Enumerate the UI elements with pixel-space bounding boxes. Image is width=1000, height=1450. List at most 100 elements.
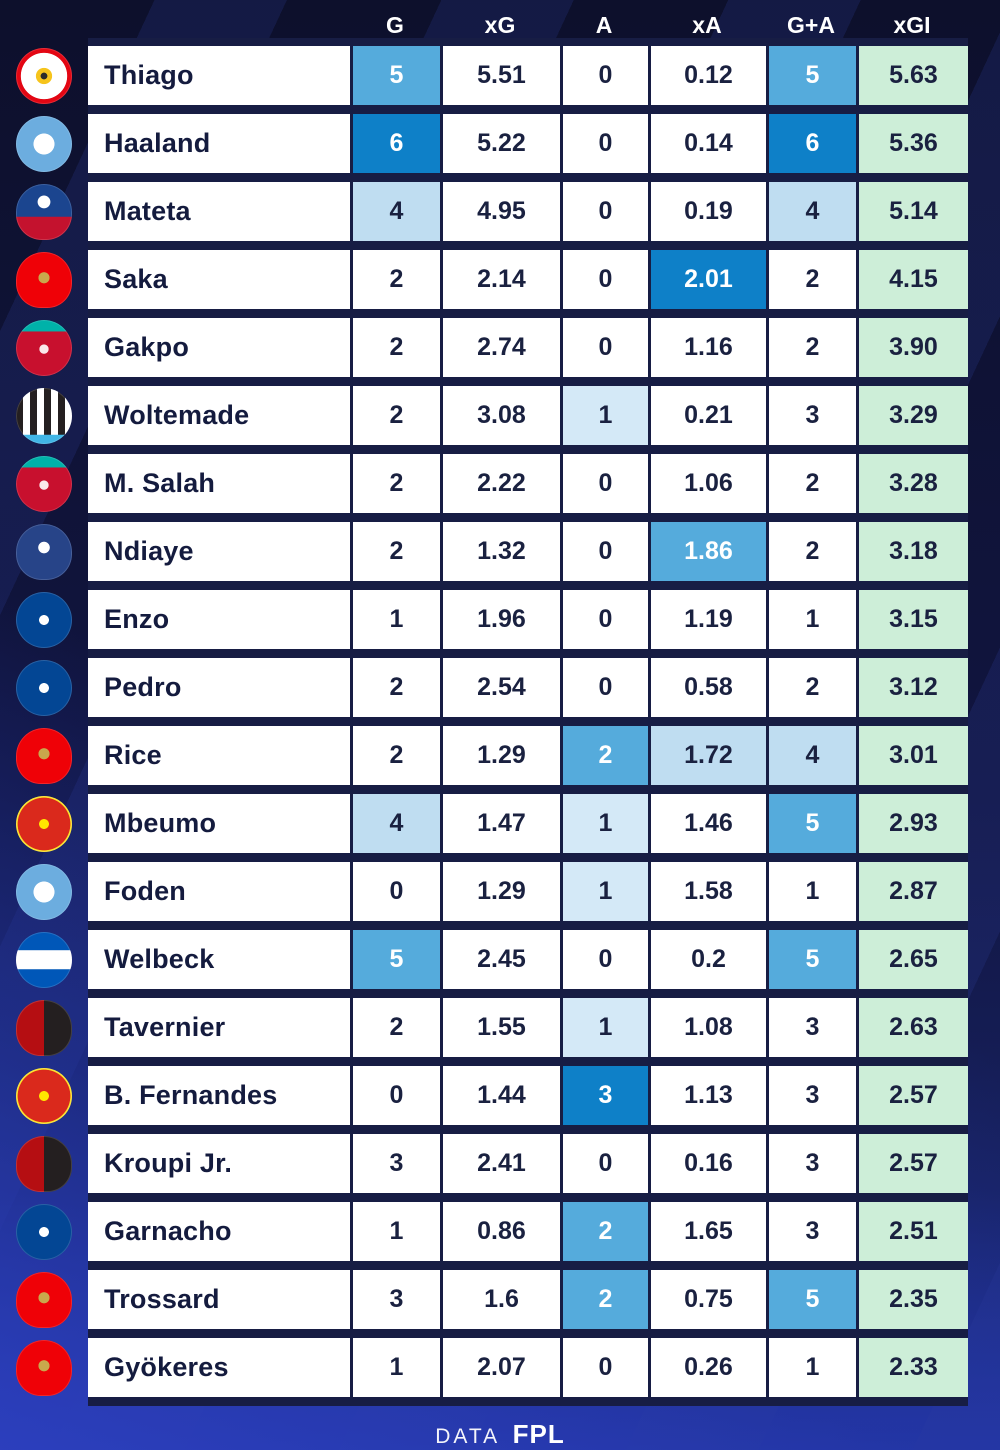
assists-value: 0	[560, 590, 648, 649]
header-xgi: xGI	[893, 12, 931, 38]
goals-plus-assists-value: 1	[766, 1338, 856, 1397]
goals-plus-assists-value: 3	[766, 386, 856, 445]
xg-value: 1.29	[440, 726, 560, 785]
player-name: Ndiaye	[104, 536, 194, 566]
xa-value: 0.12	[648, 46, 766, 105]
assists-value: 0	[560, 250, 648, 309]
goals-value: 0	[350, 862, 440, 921]
assists-value: 2	[560, 1270, 648, 1329]
badge-chelsea-icon	[16, 659, 72, 716]
table-row: Ndiaye 2 1.32 0 1.86 2 3.18	[0, 522, 1000, 581]
team-badge-cell	[0, 590, 88, 649]
goals-value: 4	[350, 794, 440, 853]
goals-plus-assists-value: 1	[766, 590, 856, 649]
assists-value: 0	[560, 658, 648, 717]
player-name: M. Salah	[104, 468, 216, 498]
table-row: Welbeck 5 2.45 0 0.2 5 2.65	[0, 930, 1000, 989]
header-xa: xA	[692, 12, 722, 38]
team-badge-cell	[0, 658, 88, 717]
goals-plus-assists-value: 5	[766, 794, 856, 853]
xgi-value: 2.93	[856, 794, 968, 853]
goals-value: 1	[350, 590, 440, 649]
player-stat-card: Woltemade 2 3.08 1 0.21 3 3.29	[88, 386, 968, 445]
player-stat-card: Ndiaye 2 1.32 0 1.86 2 3.18	[88, 522, 968, 581]
player-stat-card: Kroupi Jr. 3 2.41 0 0.16 3 2.57	[88, 1134, 968, 1193]
goals-value: 2	[350, 454, 440, 513]
xg-value: 2.54	[440, 658, 560, 717]
team-badge-cell	[0, 46, 88, 105]
xgi-value: 2.63	[856, 998, 968, 1057]
xa-value: 0.2	[648, 930, 766, 989]
player-name: Foden	[104, 876, 186, 906]
team-badge-cell	[0, 1338, 88, 1397]
goals-value: 2	[350, 386, 440, 445]
goals-plus-assists-value: 5	[766, 1270, 856, 1329]
xg-value: 2.07	[440, 1338, 560, 1397]
table-row: Thiago 5 5.51 0 0.12 5 5.63	[0, 46, 1000, 105]
team-badge-cell	[0, 454, 88, 513]
player-stat-card: Welbeck 5 2.45 0 0.2 5 2.65	[88, 930, 968, 989]
xa-value: 1.65	[648, 1202, 766, 1261]
assists-value: 0	[560, 182, 648, 241]
table-row: Kroupi Jr. 3 2.41 0 0.16 3 2.57	[0, 1134, 1000, 1193]
xg-value: 1.47	[440, 794, 560, 853]
goals-value: 4	[350, 182, 440, 241]
team-badge-cell	[0, 998, 88, 1057]
xa-value: 2.01	[648, 250, 766, 309]
team-badge-cell	[0, 862, 88, 921]
table-header-row: G xG A xA G+A xGI	[88, 0, 1000, 46]
badge-mancity-icon	[16, 115, 72, 172]
team-badge-cell	[0, 250, 88, 309]
assists-value: 0	[560, 1338, 648, 1397]
stats-table-body: Thiago 5 5.51 0 0.12 5 5.63 Haaland 6 5.…	[0, 46, 1000, 1397]
player-stat-card: M. Salah 2 2.22 0 1.06 2 3.28	[88, 454, 968, 513]
table-row: Gakpo 2 2.74 0 1.16 2 3.90	[0, 318, 1000, 377]
goals-plus-assists-value: 5	[766, 930, 856, 989]
xgi-value: 5.36	[856, 114, 968, 173]
assists-value: 0	[560, 522, 648, 581]
team-badge-cell	[0, 1134, 88, 1193]
header-goals-plus-assists: G+A	[787, 12, 835, 38]
table-row: M. Salah 2 2.22 0 1.06 2 3.28	[0, 454, 1000, 513]
xa-value: 0.14	[648, 114, 766, 173]
player-stat-card: Garnacho 1 0.86 2 1.65 3 2.51	[88, 1202, 968, 1261]
team-badge-cell	[0, 1066, 88, 1125]
badge-arsenal-icon	[16, 251, 72, 308]
player-stat-card: Haaland 6 5.22 0 0.14 6 5.36	[88, 114, 968, 173]
player-name: Haaland	[104, 128, 211, 158]
goals-value: 2	[350, 726, 440, 785]
xg-value: 1.6	[440, 1270, 560, 1329]
goals-value: 2	[350, 318, 440, 377]
badge-mancity-icon	[16, 863, 72, 920]
player-name: Gakpo	[104, 332, 190, 362]
goals-plus-assists-value: 4	[766, 182, 856, 241]
xgi-value: 2.65	[856, 930, 968, 989]
player-stat-card: Trossard 3 1.6 2 0.75 5 2.35	[88, 1270, 968, 1329]
player-stat-card: B. Fernandes 0 1.44 3 1.13 3 2.57	[88, 1066, 968, 1125]
table-row: Mateta 4 4.95 0 0.19 4 5.14	[0, 182, 1000, 241]
footer-fpl-brand: FPL	[512, 1419, 565, 1449]
table-row: B. Fernandes 0 1.44 3 1.13 3 2.57	[0, 1066, 1000, 1125]
xg-value: 0.86	[440, 1202, 560, 1261]
team-badge-cell	[0, 726, 88, 785]
table-row: Enzo 1 1.96 0 1.19 1 3.15	[0, 590, 1000, 649]
xgi-value: 5.63	[856, 46, 968, 105]
assists-value: 3	[560, 1066, 648, 1125]
xa-value: 1.16	[648, 318, 766, 377]
xgi-value: 3.90	[856, 318, 968, 377]
xgi-value: 2.57	[856, 1134, 968, 1193]
xa-value: 1.06	[648, 454, 766, 513]
assists-value: 0	[560, 318, 648, 377]
table-row: Rice 2 1.29 2 1.72 4 3.01	[0, 726, 1000, 785]
player-name: Kroupi Jr.	[104, 1148, 233, 1178]
table-row: Pedro 2 2.54 0 0.58 2 3.12	[0, 658, 1000, 717]
xg-value: 1.32	[440, 522, 560, 581]
badge-brentford-icon	[16, 47, 72, 104]
player-stat-card: Enzo 1 1.96 0 1.19 1 3.15	[88, 590, 968, 649]
xgi-value: 2.87	[856, 862, 968, 921]
xg-value: 1.55	[440, 998, 560, 1057]
assists-value: 2	[560, 1202, 648, 1261]
team-badge-cell	[0, 930, 88, 989]
xa-value: 1.46	[648, 794, 766, 853]
assists-value: 0	[560, 930, 648, 989]
